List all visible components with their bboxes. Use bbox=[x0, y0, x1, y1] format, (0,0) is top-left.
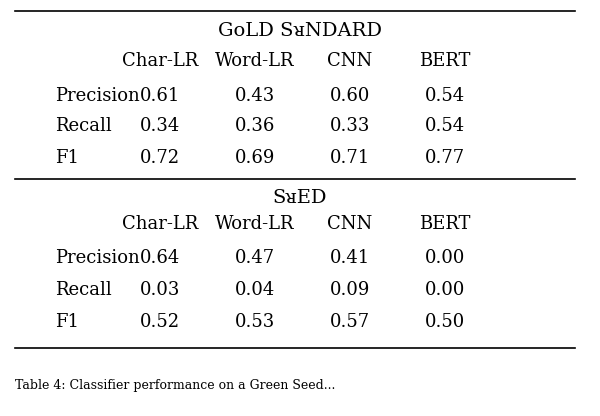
Text: Recall: Recall bbox=[55, 117, 112, 135]
Text: 0.64: 0.64 bbox=[140, 249, 180, 267]
Text: Word-LR: Word-LR bbox=[215, 215, 295, 233]
Text: 0.54: 0.54 bbox=[425, 117, 465, 135]
Text: 0.04: 0.04 bbox=[235, 281, 275, 299]
Text: Table 4: Classifier performance on a Green Seed...: Table 4: Classifier performance on a Gre… bbox=[15, 379, 335, 393]
Text: 0.03: 0.03 bbox=[140, 281, 180, 299]
Text: SᴚED: SᴚED bbox=[273, 189, 327, 207]
Text: 0.69: 0.69 bbox=[235, 149, 275, 167]
Text: F1: F1 bbox=[55, 313, 79, 331]
Text: F1: F1 bbox=[55, 149, 79, 167]
Text: BERT: BERT bbox=[419, 52, 470, 70]
Text: Char-LR: Char-LR bbox=[122, 215, 198, 233]
Text: CNN: CNN bbox=[328, 52, 373, 70]
Text: 0.43: 0.43 bbox=[235, 87, 275, 105]
Text: Char-LR: Char-LR bbox=[122, 52, 198, 70]
Text: BERT: BERT bbox=[419, 215, 470, 233]
Text: 0.09: 0.09 bbox=[330, 281, 370, 299]
Text: GᴏLD SᴚNDARD: GᴏLD SᴚNDARD bbox=[218, 22, 382, 40]
Text: 0.00: 0.00 bbox=[425, 281, 465, 299]
Text: 0.72: 0.72 bbox=[140, 149, 180, 167]
Text: 0.71: 0.71 bbox=[330, 149, 370, 167]
Text: Word-LR: Word-LR bbox=[215, 52, 295, 70]
Text: 0.47: 0.47 bbox=[235, 249, 275, 267]
Text: 0.60: 0.60 bbox=[330, 87, 370, 105]
Text: 0.34: 0.34 bbox=[140, 117, 180, 135]
Text: 0.53: 0.53 bbox=[235, 313, 275, 331]
Text: 0.41: 0.41 bbox=[330, 249, 370, 267]
Text: 0.33: 0.33 bbox=[330, 117, 370, 135]
Text: 0.00: 0.00 bbox=[425, 249, 465, 267]
Text: 0.61: 0.61 bbox=[140, 87, 180, 105]
Text: 0.36: 0.36 bbox=[235, 117, 275, 135]
Text: Recall: Recall bbox=[55, 281, 112, 299]
Text: 0.57: 0.57 bbox=[330, 313, 370, 331]
Text: 0.54: 0.54 bbox=[425, 87, 465, 105]
Text: Precision: Precision bbox=[55, 249, 140, 267]
Text: Precision: Precision bbox=[55, 87, 140, 105]
Text: 0.52: 0.52 bbox=[140, 313, 180, 331]
Text: 0.77: 0.77 bbox=[425, 149, 465, 167]
Text: CNN: CNN bbox=[328, 215, 373, 233]
Text: 0.50: 0.50 bbox=[425, 313, 465, 331]
